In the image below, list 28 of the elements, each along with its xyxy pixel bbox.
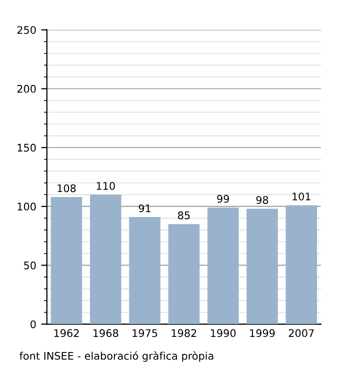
bar	[90, 194, 122, 324]
x-tick-label: 1982	[172, 329, 196, 338]
y-tick-label: 150	[18, 144, 36, 152]
y-tick-label: 100	[18, 202, 36, 211]
y-tick-label: 200	[17, 84, 36, 93]
x-tick-label: 1990	[210, 329, 236, 338]
text: font INSEE - elaboració gràfica pròpia	[19, 351, 214, 362]
data-label: 101	[292, 192, 310, 200]
data-label: 98	[256, 196, 268, 204]
data-label: 91	[138, 204, 150, 212]
data-label: 85	[178, 211, 190, 220]
x-tick-label: 2007	[288, 329, 314, 338]
data-label: 99	[217, 194, 229, 203]
bar	[168, 224, 200, 324]
x-tick-label: 1968	[94, 329, 118, 338]
data-label: 110	[96, 182, 115, 190]
x-tick-label: 1975	[132, 329, 158, 338]
bar	[50, 197, 82, 324]
x-tick-label: 1962	[54, 329, 79, 338]
bar	[246, 208, 278, 324]
y-tick-label: 0	[30, 320, 36, 328]
x-tick-label: 1999	[250, 329, 275, 338]
bar	[129, 217, 160, 324]
bar	[207, 208, 239, 324]
y-tick-label: 50	[24, 262, 36, 270]
data-label: 108	[58, 184, 76, 192]
bar	[286, 205, 318, 324]
y-tick-label: 250	[17, 26, 36, 34]
